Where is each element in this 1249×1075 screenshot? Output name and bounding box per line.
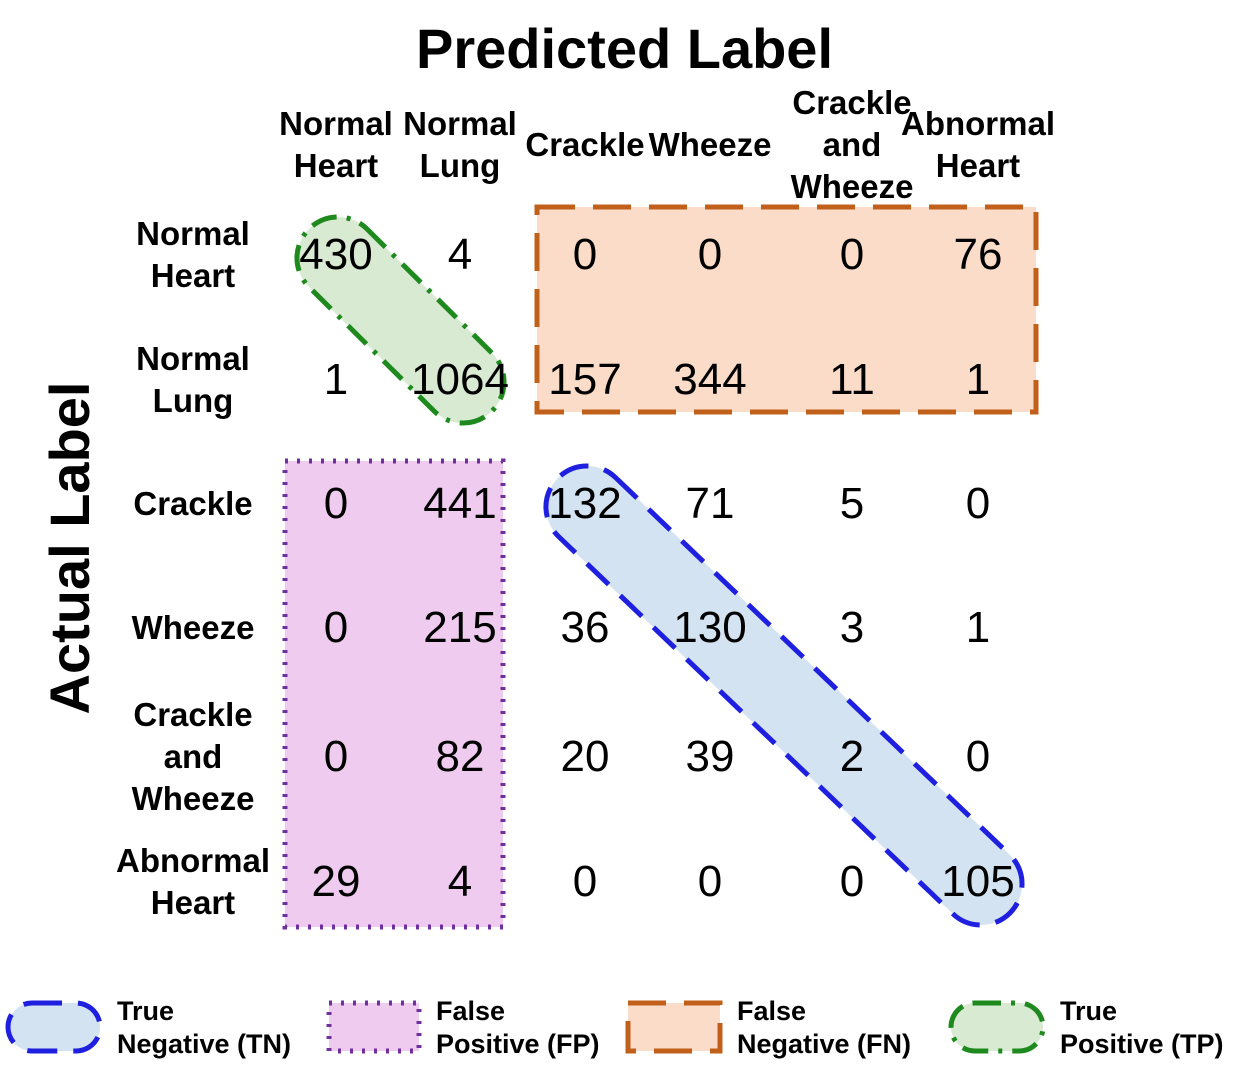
matrix-cell: 1064 <box>411 355 509 404</box>
matrix-cell: 29 <box>311 857 361 906</box>
tp-swatch-icon <box>948 1000 1046 1054</box>
matrix-cell: 0 <box>323 732 349 781</box>
matrix-cell: 1 <box>323 355 349 404</box>
column-label: Abnormal Heart <box>900 105 1056 184</box>
matrix-cell: 344 <box>673 355 747 404</box>
column-label: Normal Heart <box>279 105 393 184</box>
matrix-cell: 130 <box>673 603 747 652</box>
column-label: Crackle and Wheeze <box>790 84 914 205</box>
matrix-cell: 0 <box>697 230 723 279</box>
matrix-cell: 3 <box>839 603 865 652</box>
matrix-cell: 5 <box>839 479 865 528</box>
legend-label: True Negative (TN) <box>117 996 292 1059</box>
matrix-cell: 441 <box>423 479 497 528</box>
matrix-cell: 4 <box>447 230 473 279</box>
matrix-cell: 0 <box>572 857 598 906</box>
matrix-cell: 0 <box>697 857 723 906</box>
matrix-cell: 1 <box>965 603 991 652</box>
legend-label: False Positive (FP) <box>436 996 600 1059</box>
column-label: Crackle <box>525 126 645 163</box>
matrix-cell: 0 <box>572 230 598 279</box>
region-tp <box>294 214 507 426</box>
row-label: Abnormal Heart <box>115 842 271 921</box>
row-label: Crackle <box>133 485 253 522</box>
matrix-cell: 39 <box>685 732 735 781</box>
region-fp <box>282 458 506 930</box>
matrix-cell: 71 <box>685 479 735 528</box>
row-label: Crackle and Wheeze <box>131 696 255 817</box>
matrix-cell: 0 <box>839 230 865 279</box>
row-label: Normal Heart <box>136 215 250 294</box>
matrix-cell: 36 <box>560 603 610 652</box>
matrix-cell: 0 <box>965 479 991 528</box>
matrix-cell: 0 <box>839 857 865 906</box>
matrix-cell: 4 <box>447 857 473 906</box>
row-label: Normal Lung <box>136 340 250 419</box>
region-tn <box>543 463 1025 928</box>
matrix-cell: 157 <box>548 355 622 404</box>
matrix-cell: 0 <box>965 732 991 781</box>
predicted-label-title: Predicted Label <box>415 17 834 80</box>
matrix-cell: 215 <box>423 603 497 652</box>
matrix-cell: 76 <box>953 230 1003 279</box>
fp-swatch-icon <box>326 1000 422 1054</box>
row-label: Wheeze <box>131 609 255 646</box>
matrix-cell: 11 <box>829 355 875 404</box>
matrix-cell: 132 <box>548 479 622 528</box>
matrix-cell: 105 <box>941 857 1015 906</box>
matrix-cell: 430 <box>299 230 373 279</box>
fn-swatch-icon <box>625 1000 723 1054</box>
matrix-cell: 0 <box>323 479 349 528</box>
matrix-cell: 2 <box>839 732 865 781</box>
column-label: Normal Lung <box>403 105 517 184</box>
column-label: Wheeze <box>648 126 772 163</box>
legend-label: False Negative (FN) <box>737 996 912 1059</box>
actual-label-title: Actual Label <box>38 381 101 715</box>
region-fn <box>534 204 1039 415</box>
matrix-cell: 82 <box>435 732 485 781</box>
legend-label: True Positive (TP) <box>1060 996 1224 1059</box>
matrix-cell: 0 <box>323 603 349 652</box>
tn-swatch-icon <box>5 1000 103 1054</box>
matrix-cell: 20 <box>560 732 610 781</box>
matrix-cell: 1 <box>965 355 991 404</box>
